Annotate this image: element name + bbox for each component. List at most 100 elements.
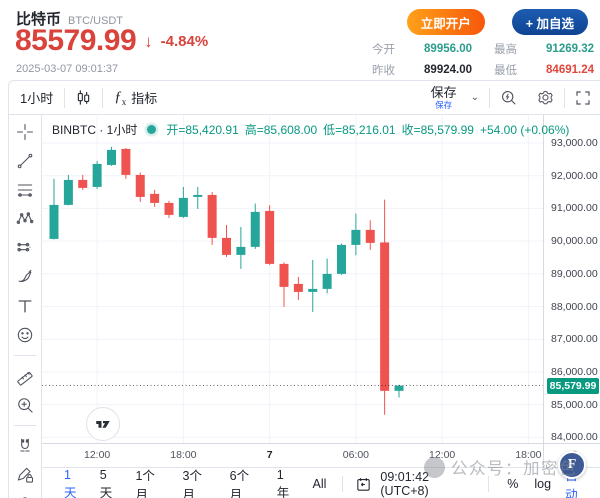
range-tab-3个月[interactable]: 3个月 [182, 469, 202, 498]
percent-scale-button[interactable]: % [507, 477, 519, 491]
chart-style-button[interactable] [65, 81, 102, 114]
toolbar-separator [564, 87, 565, 108]
settings-gear-icon[interactable] [527, 81, 564, 114]
price-axis-label: 91,000.00 [551, 202, 598, 215]
price-axis-label: 88,000.00 [551, 300, 598, 313]
stats-row-2: 昨收 89924.00 最低 84691.24 [372, 62, 594, 78]
stat-label-high: 最高 [494, 44, 517, 56]
log-scale-button[interactable]: log [534, 477, 552, 491]
fib-retracement-tool-icon[interactable] [13, 178, 37, 202]
stat-value-low: 84691.24 [546, 64, 594, 76]
time-axis-label: 18:00 [515, 449, 542, 461]
indicators-button[interactable]: ƒx 指标 [114, 88, 158, 107]
toolbar-divider [14, 425, 36, 426]
xabcd-pattern-tool-icon[interactable] [13, 207, 37, 231]
price-axis-label: 86,000.00 [551, 365, 598, 378]
time-axis-label: 12:00 [428, 449, 456, 461]
add-watchlist-button[interactable]: + 加自选 [511, 9, 588, 35]
stat-value-open: 89956.00 [424, 43, 472, 55]
legend-low: 低=85,216.01 [323, 123, 396, 137]
toolbar-separator [102, 87, 104, 108]
price-axis-label: 89,000.00 [551, 267, 598, 280]
fx-icon: ƒx [114, 88, 127, 107]
save-layout-button[interactable]: 保存 保存 [430, 84, 457, 110]
drawing-lock-tool-icon[interactable] [13, 463, 37, 487]
chart-toolbar: 1小时 ƒx 指标 保存 保存 [9, 81, 600, 115]
range-tab-1年[interactable]: 1年 [276, 467, 290, 498]
quote-stats: 今开 89956.00 最高 91269.32 昨收 89924.00 最低 8… [372, 41, 594, 78]
toolbar-left: 1小时 ƒx 指标 [9, 81, 168, 114]
time-axis[interactable]: 18:00 12:00 06:00 7 18:00 12:00 [42, 443, 600, 468]
go-to-date-icon[interactable] [351, 468, 376, 498]
chart-body: BINBTC · 1小时 开=85,420.91 高=85,608.00 低=8… [9, 115, 600, 498]
trend-line-tool-icon[interactable] [13, 149, 37, 173]
chart-pane: BINBTC · 1小时 开=85,420.91 高=85,608.00 低=8… [42, 115, 600, 443]
price-axis-label: 92,000.00 [551, 169, 598, 182]
emoji-tool-icon[interactable] [13, 323, 37, 347]
stat-value-prev-close: 89924.00 [424, 64, 472, 76]
brush-tool-icon[interactable] [13, 265, 37, 289]
legend-high: 高=85,608.00 [244, 123, 318, 137]
zoom-in-tool-icon[interactable] [13, 393, 37, 417]
toolbar-right: 保存 保存 ⌄ [421, 81, 600, 114]
price-axis-label: 84,000.00 [551, 431, 598, 444]
quick-search-icon[interactable] [490, 81, 527, 114]
drawing-toolbar [9, 115, 42, 498]
time-axis-label: 18:00 [170, 449, 197, 461]
bottom-separator [342, 476, 344, 492]
magnet-tool-icon[interactable] [13, 434, 37, 458]
symbol-pair: BTC/USDT [68, 15, 124, 27]
stats-row-1: 今开 89956.00 最高 91269.32 [372, 41, 594, 57]
time-axis-label: 7 [266, 449, 273, 461]
clock-utc[interactable]: 09:01:42 (UTC+8) [380, 470, 430, 498]
forecast-tool-icon[interactable] [13, 236, 37, 260]
range-tab-1个月[interactable]: 1个月 [135, 469, 155, 498]
bottom-separator [488, 476, 490, 492]
legend-change: +54.00 (+0.06%) [479, 122, 570, 137]
floating-f-badge[interactable]: F [558, 451, 586, 479]
toolbar-divider [14, 355, 36, 356]
candlestick-chart[interactable] [42, 115, 543, 443]
chart-widget: 1小时 ƒx 指标 保存 保存 [8, 80, 600, 498]
time-axis-label: 12:00 [83, 449, 111, 461]
text-tool-icon[interactable] [13, 294, 37, 318]
fullscreen-icon[interactable] [565, 81, 600, 114]
price-axis-label: 93,000.00 [551, 137, 598, 149]
price-axis-label: 90,000.00 [551, 235, 598, 248]
range-tab-5天[interactable]: 5天 [99, 467, 113, 498]
last-price-badge: 85,579.99 [547, 377, 599, 394]
price-row: 85579.99 ↓ -4.84% [15, 24, 208, 58]
change-percent: -4.84% [160, 32, 209, 50]
stat-value-high: 91269.32 [546, 43, 594, 55]
range-tab-All[interactable]: All [312, 477, 327, 491]
range-tab-6个月[interactable]: 6个月 [229, 469, 250, 498]
open-account-button[interactable]: 立即开户 [406, 9, 485, 35]
stat-label-prev-close: 昨收 [372, 65, 395, 77]
save-menu-chevron-icon[interactable]: ⌄ [470, 92, 479, 103]
stat-label-open: 今开 [372, 44, 395, 56]
chart-legend: BINBTC · 1小时 开=85,420.91 高=85,608.00 低=8… [52, 121, 569, 138]
price-axis[interactable]: 84,000.00 85,000.00 86,000.00 87,000.00 88,0… [543, 115, 600, 443]
symbol-name: 比特币 [16, 11, 62, 28]
price-axis-label: 85,000.00 [551, 398, 598, 411]
chart-column: BINBTC · 1小时 开=85,420.91 高=85,608.00 低=8… [42, 115, 600, 498]
crosshair-tool-icon[interactable] [13, 120, 37, 144]
range-tab-1天[interactable]: 1天 [56, 464, 90, 498]
legend-series-name[interactable]: BINBTC · 1小时 [52, 123, 138, 137]
source-dot-icon [147, 125, 157, 134]
last-price: 85579.99 [15, 24, 137, 57]
legend-close: 收=85,579.99 [401, 123, 474, 137]
tradingview-logo[interactable] [86, 407, 120, 441]
price-down-arrow-icon: ↓ [144, 32, 153, 51]
quote-header: 比特币 BTC/USDT 85579.99 ↓ -4.84% 2025-03-0… [0, 0, 600, 80]
interval-button[interactable]: 1小时 [20, 91, 54, 106]
bottom-toolbar: 1天 5天 1个月 3个月 6个月 1年 All 09:01:42 (UTC+8) % lo… [42, 467, 600, 498]
stat-label-low: 最低 [494, 65, 517, 77]
lock-tool-icon[interactable] [13, 492, 37, 498]
symbol-title: 比特币 BTC/USDT [16, 8, 123, 29]
time-axis-label: 06:00 [342, 449, 370, 461]
toolbar-separator [64, 87, 66, 108]
quote-timestamp: 2025-03-07 09:01:37 [16, 63, 119, 75]
ruler-tool-icon[interactable] [13, 364, 37, 388]
